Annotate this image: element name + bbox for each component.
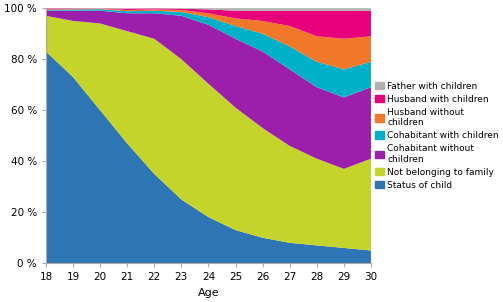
Legend: Father with children, Husband with children, Husband without
children, Cohabitan: Father with children, Husband with child…	[375, 82, 499, 190]
X-axis label: Age: Age	[198, 288, 219, 298]
